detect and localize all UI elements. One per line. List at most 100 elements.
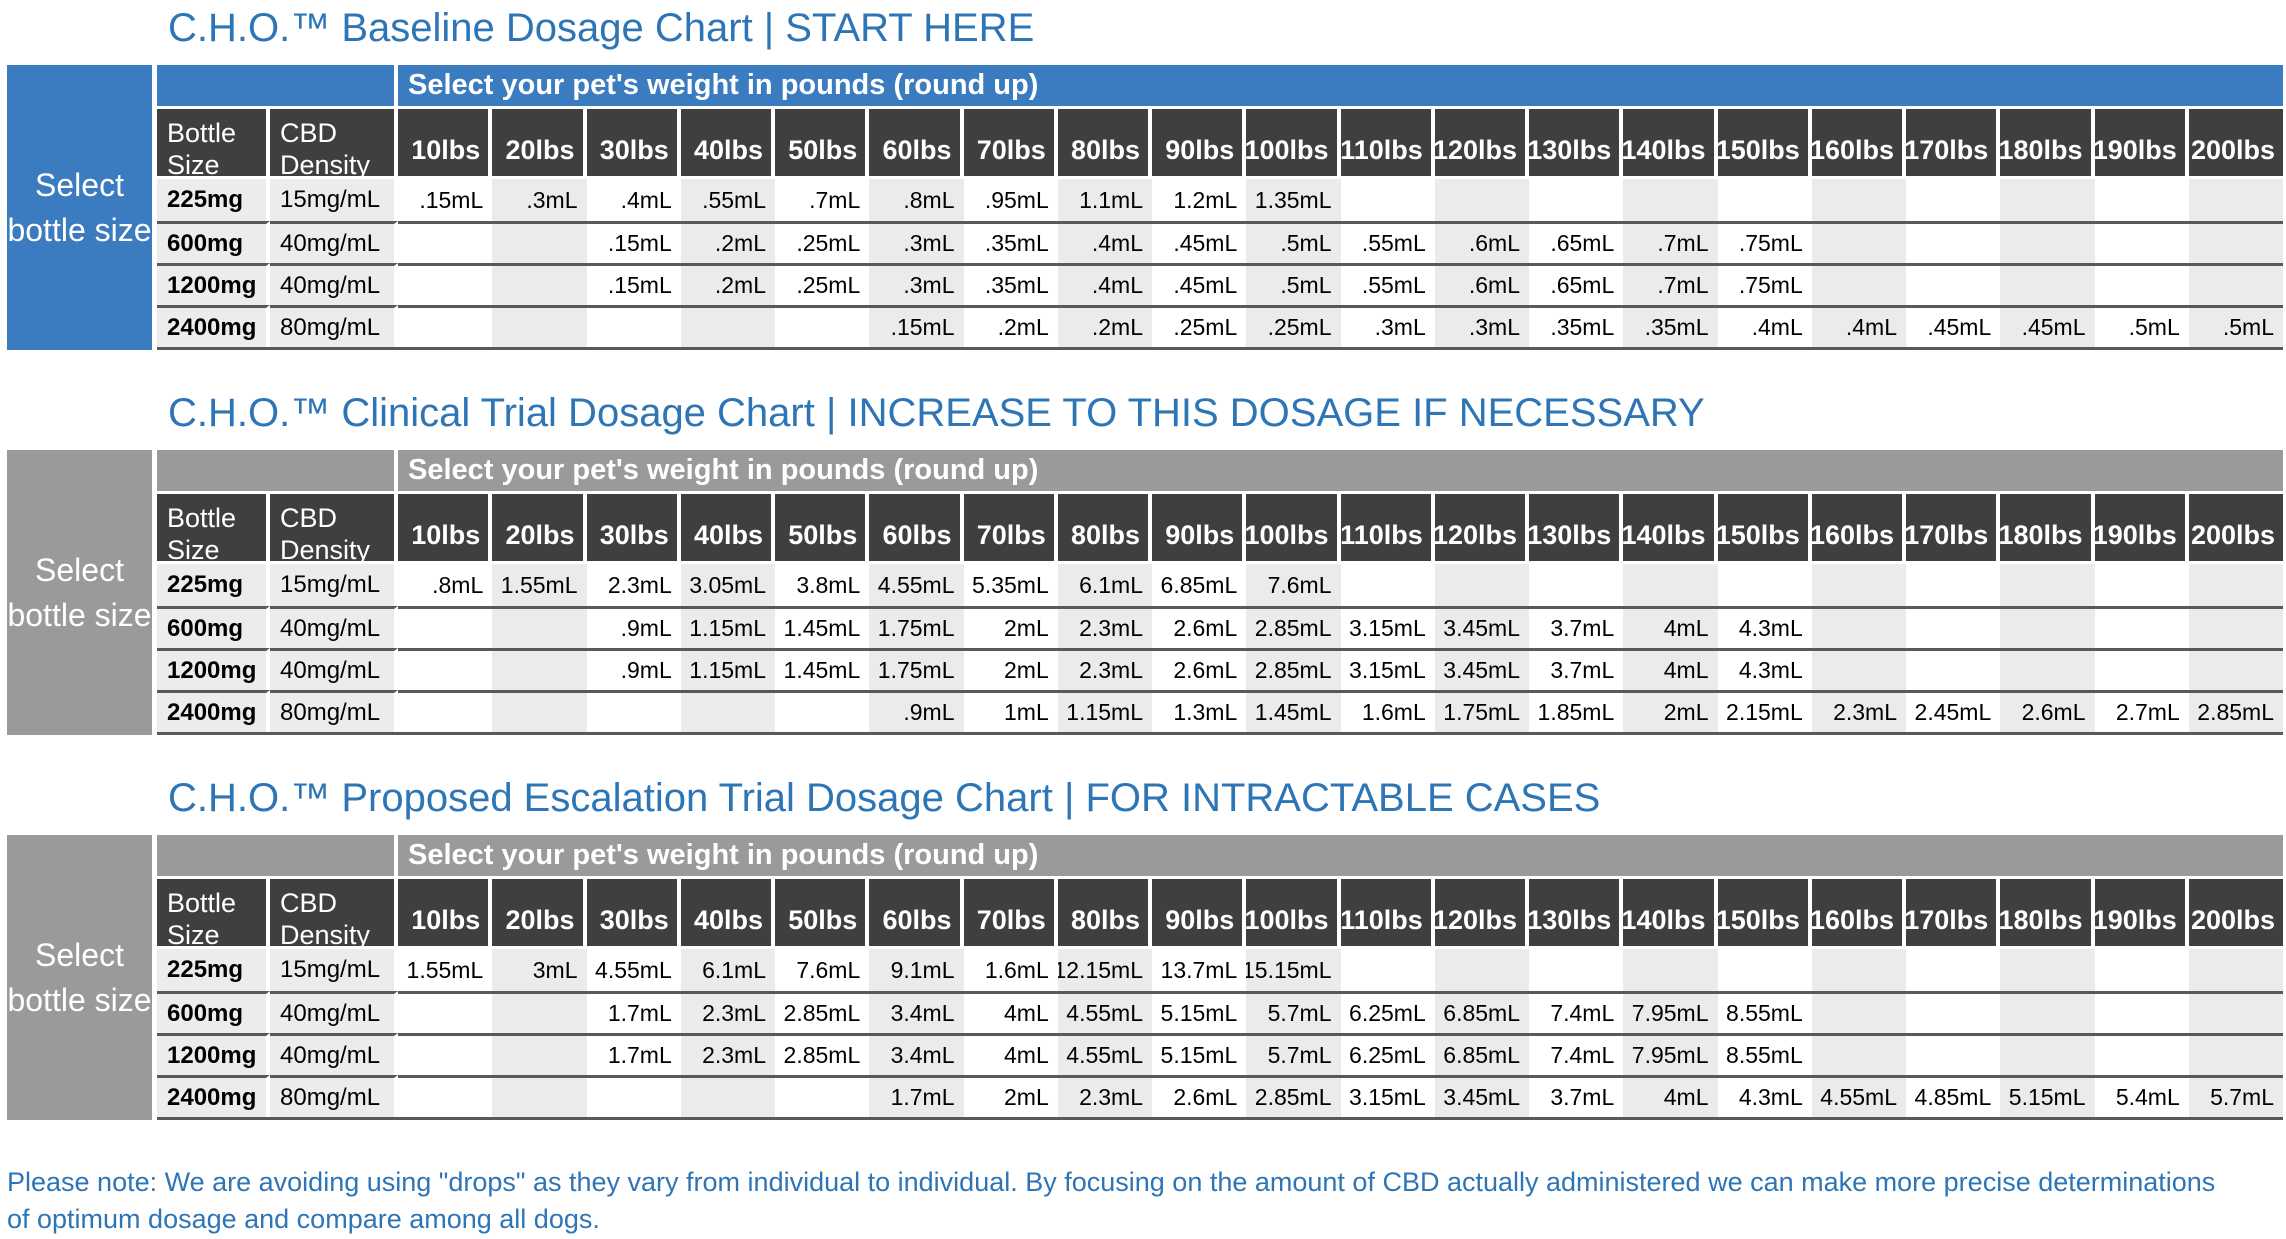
dose-cell: .9mL xyxy=(586,606,681,648)
col-header-weight: 160lbs xyxy=(1811,879,1906,949)
dose-cell: .65mL xyxy=(1529,263,1624,305)
dose-cell xyxy=(1906,564,2000,606)
dose-cell xyxy=(2000,1033,2095,1075)
dose-cell xyxy=(398,221,493,263)
dose-cell: 4.55mL xyxy=(1811,1075,1906,1117)
col-header-weight: 10lbs xyxy=(398,879,493,949)
dose-cell xyxy=(2094,221,2189,263)
dose-cell xyxy=(1718,949,1812,991)
dose-cell xyxy=(492,221,587,263)
dose-cell xyxy=(1906,221,2001,263)
col-header-weight: 190lbs xyxy=(2094,109,2189,179)
dose-cell: 5.4mL xyxy=(2094,1075,2189,1117)
dose-cell xyxy=(1529,179,1623,221)
chart-title-baseline: C.H.O.™ Baseline Dosage Chart | START HE… xyxy=(168,6,1035,50)
col-header-weight: 180lbs xyxy=(2000,109,2095,179)
dose-cell: 3.7mL xyxy=(1529,606,1624,648)
dose-cell: 4.55mL xyxy=(1057,1033,1152,1075)
dose-cell xyxy=(586,690,681,732)
clinical-trial-dosage-chart: C.H.O.™ Clinical Trial Dosage Chart | IN… xyxy=(0,390,2286,735)
dose-cell xyxy=(2000,179,2095,221)
dose-cell: .3mL xyxy=(492,179,587,221)
col-header-weight: 120lbs xyxy=(1434,879,1529,949)
dose-cell: 1.15mL xyxy=(680,648,775,690)
dose-cell: 7.6mL xyxy=(796,956,861,983)
dose-cell: .4mL xyxy=(1717,305,1812,347)
col-header-weight: 190lbs xyxy=(2094,879,2189,949)
col-header-weight: 160lbs xyxy=(1811,494,1906,564)
dose-cell: .8mL xyxy=(869,179,964,221)
cbd-density-cell: 15mg/mL xyxy=(270,179,398,221)
clinical-dosage-grid: Select your pet's weight in pounds (roun… xyxy=(157,450,2283,735)
dose-cell xyxy=(1434,179,1529,221)
dose-cell: 7.4mL xyxy=(1529,991,1624,1033)
dose-cell: .35mL xyxy=(1623,305,1718,347)
dose-cell: 3.45mL xyxy=(1434,648,1529,690)
col-header-weight: 30lbs xyxy=(586,109,681,179)
dose-cell xyxy=(2000,949,2095,991)
bottle-size-cell: 1200mg xyxy=(157,263,270,305)
dose-cell xyxy=(2094,1033,2189,1075)
col-header-weight: 20lbs xyxy=(492,494,587,564)
baseline-dosage-chart: C.H.O.™ Baseline Dosage Chart | START HE… xyxy=(0,5,2286,350)
dose-cell: .55mL xyxy=(1340,263,1435,305)
dose-cell xyxy=(1811,606,1906,648)
weight-band-spacer xyxy=(157,835,398,879)
dose-cell: 12.15mL xyxy=(1057,949,1152,991)
col-header-weight: 20lbs xyxy=(492,879,587,949)
col-header-weight: 60lbs xyxy=(869,879,964,949)
dose-cell: 7.95mL xyxy=(1623,991,1718,1033)
col-header-weight: 30lbs xyxy=(586,879,681,949)
dose-cell: 3.45mL xyxy=(1434,606,1529,648)
col-header-weight: 70lbs xyxy=(963,109,1058,179)
dose-cell: 1.75mL xyxy=(869,648,964,690)
dose-cell: 2mL xyxy=(963,1075,1058,1117)
col-header-weight: 90lbs xyxy=(1152,879,1247,949)
cbd-density-cell: 15mg/mL xyxy=(270,564,398,606)
col-header-weight: 40lbs xyxy=(680,109,775,179)
dose-cell xyxy=(1811,221,1906,263)
dose-cell xyxy=(492,648,587,690)
dose-cell: 4.55mL xyxy=(595,956,672,983)
dose-cell: .3mL xyxy=(869,221,964,263)
escalation-trial-dosage-chart: C.H.O.™ Proposed Escalation Trial Dosage… xyxy=(0,775,2286,1120)
dose-cell: 3.8mL xyxy=(796,571,861,598)
clinical-table: Select bottle size Select your pet's wei… xyxy=(7,450,2283,735)
dose-cell: .7mL xyxy=(809,186,861,213)
dose-cell: .2mL xyxy=(1057,305,1152,347)
dose-cell xyxy=(492,690,587,732)
dose-cell xyxy=(2094,648,2189,690)
dose-cell: 5.7mL xyxy=(2188,1075,2283,1117)
dose-cell: 4.3mL xyxy=(1717,1075,1812,1117)
col-header-weight: 10lbs xyxy=(398,494,493,564)
dose-cell: .35mL xyxy=(963,263,1058,305)
baseline-table: Select bottle size Select your pet's wei… xyxy=(7,65,2283,350)
dose-cell: .15mL xyxy=(586,221,681,263)
dose-cell: 3.4mL xyxy=(869,991,964,1033)
dose-cell: .25mL xyxy=(775,263,870,305)
col-header-weight: 110lbs xyxy=(1340,109,1435,179)
col-header-weight: 10lbs xyxy=(398,109,493,179)
dose-cell: 1.45mL xyxy=(775,606,870,648)
dose-cell xyxy=(2000,991,2095,1033)
col-header-bottle-size: Bottle Size xyxy=(157,879,270,949)
bottle-size-cell: 225mg xyxy=(157,949,270,991)
dose-cell xyxy=(1906,179,2000,221)
weight-band-spacer xyxy=(157,450,398,494)
dose-cell: 4.55mL xyxy=(1057,991,1152,1033)
bottle-size-cell: 225mg xyxy=(157,179,270,221)
dose-cell xyxy=(680,305,775,347)
dose-cell: .65mL xyxy=(1529,221,1624,263)
dose-cell xyxy=(2188,221,2283,263)
col-header-weight: 150lbs xyxy=(1717,494,1812,564)
dose-cell: .9mL xyxy=(586,648,681,690)
dose-cell xyxy=(2188,1033,2283,1075)
dose-cell: 2mL xyxy=(1623,690,1718,732)
dose-cell: .45mL xyxy=(1906,305,2001,347)
col-header-weight: 110lbs xyxy=(1340,879,1435,949)
col-header-weight: 110lbs xyxy=(1340,494,1435,564)
dose-cell: .3mL xyxy=(1434,305,1529,347)
dose-cell xyxy=(2188,949,2283,991)
dose-cell: .45mL xyxy=(1152,221,1247,263)
dose-cell xyxy=(1811,1033,1906,1075)
